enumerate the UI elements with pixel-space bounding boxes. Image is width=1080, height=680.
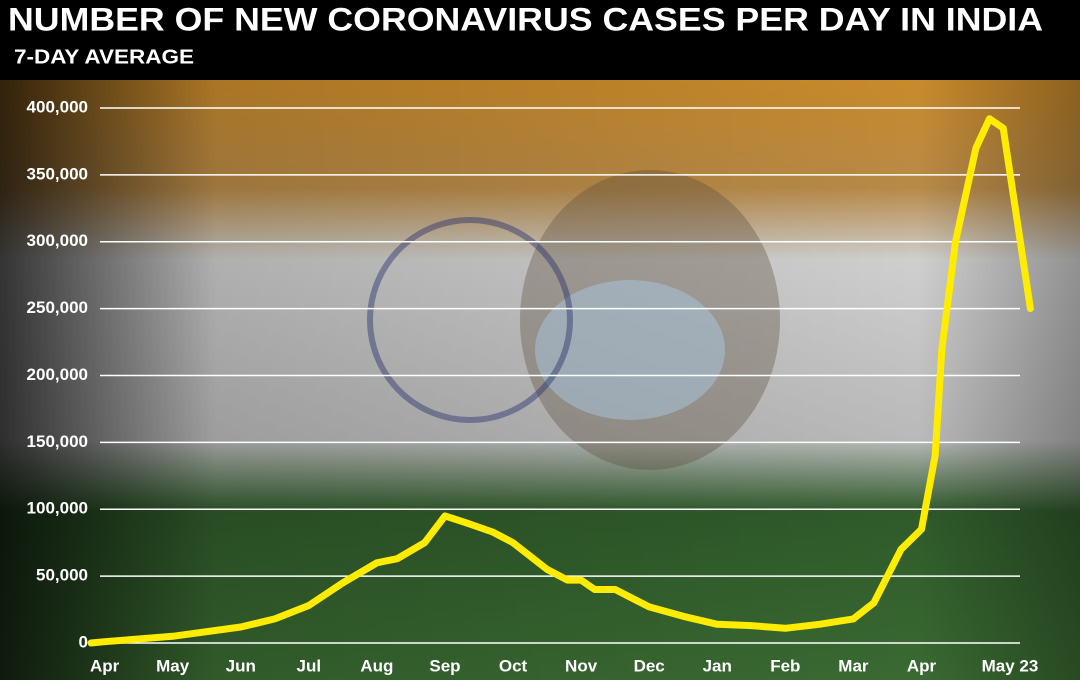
x-tick-label: Jan — [703, 656, 732, 675]
y-tick-label: 300,000 — [27, 231, 88, 250]
y-tick-label: 50,000 — [36, 566, 88, 585]
x-tick-label: Jul — [297, 656, 322, 675]
x-tick-label: May — [156, 656, 190, 675]
x-tick-label: Oct — [499, 656, 528, 675]
data-line — [87, 115, 1034, 647]
x-tick-label: May 23 — [982, 656, 1039, 675]
x-tick-label: Apr — [90, 656, 120, 675]
x-tick-label: Dec — [634, 656, 665, 675]
x-tick-label: Aug — [360, 656, 393, 675]
x-tick-label: Mar — [838, 656, 869, 675]
background-wheel — [367, 217, 573, 423]
chart-subtitle: 7-DAY AVERAGE — [14, 46, 194, 68]
background-shade — [0, 80, 1080, 680]
x-tick-label: Feb — [770, 656, 800, 675]
x-tick-label: Jun — [226, 656, 256, 675]
x-tick-label: Nov — [565, 656, 598, 675]
y-tick-label: 150,000 — [27, 432, 88, 451]
y-tick-label: 350,000 — [27, 164, 88, 183]
x-tick-label: Sep — [429, 656, 460, 675]
y-tick-label: 0 — [79, 632, 88, 651]
chart-title: NUMBER OF NEW CORONAVIRUS CASES PER DAY … — [8, 1, 1043, 37]
background-mask — [535, 280, 725, 420]
y-tick-label: 100,000 — [27, 499, 88, 518]
y-tick-label: 250,000 — [27, 298, 88, 317]
y-tick-label: 400,000 — [27, 97, 88, 116]
y-tick-label: 200,000 — [27, 365, 88, 384]
x-tick-label: Apr — [907, 656, 937, 675]
